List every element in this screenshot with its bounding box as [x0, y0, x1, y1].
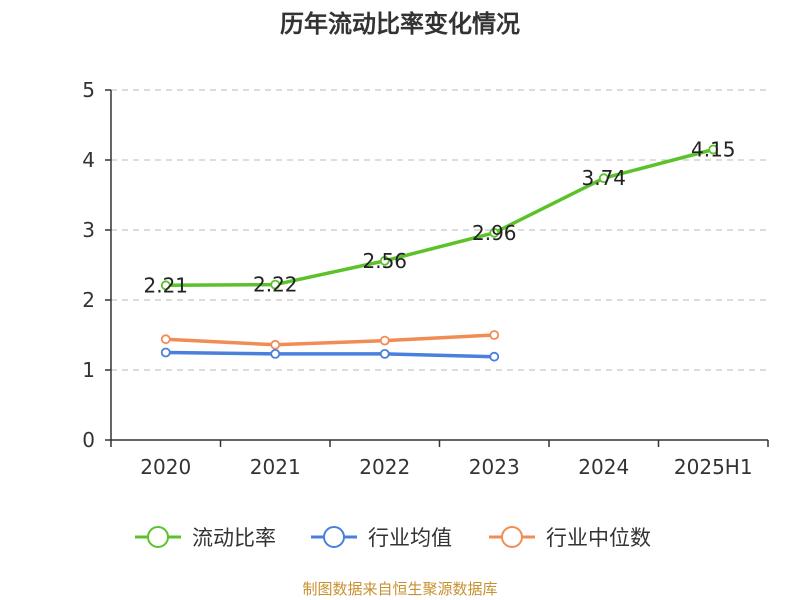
- data-label: 3.74: [581, 166, 626, 190]
- data-point: [270, 348, 281, 359]
- legend-label: 行业中位数: [546, 526, 651, 550]
- x-tick-label: 2025H1: [674, 455, 753, 479]
- y-tick-label: 4: [82, 148, 95, 172]
- legend[interactable]: 流动比率 行业均值 行业中位数: [135, 526, 651, 550]
- data-label: 2.96: [472, 221, 517, 245]
- chart-title: 历年流动比率变化情况: [280, 10, 520, 38]
- x-tick-label: 2021: [250, 455, 301, 479]
- data-point: [270, 339, 281, 350]
- x-tick-label: 2023: [469, 455, 520, 479]
- data-label: 2.21: [143, 273, 188, 297]
- legend-item-1[interactable]: 行业均值: [311, 526, 452, 550]
- x-tick-label: 2020: [140, 455, 191, 479]
- legend-item-0[interactable]: 流动比率: [135, 526, 276, 550]
- legend-label: 行业均值: [368, 526, 452, 550]
- legend-marker: [323, 526, 345, 548]
- y-tick-label: 2: [82, 288, 95, 312]
- legend-marker: [501, 526, 523, 548]
- data-point: [489, 330, 500, 340]
- data-point: [598, 173, 609, 184]
- data-label: 2.22: [253, 273, 298, 297]
- source-note: 制图数据来自恒生聚源数据库: [302, 580, 497, 598]
- data-point: [379, 335, 390, 346]
- legend-label: 流动比率: [192, 526, 276, 550]
- legend-marker: [147, 526, 169, 548]
- y-tick-label: 0: [82, 428, 95, 452]
- data-point: [160, 334, 171, 345]
- y-tick-label: 3: [82, 218, 95, 242]
- series-line-2: [164, 333, 496, 347]
- axis-layer: 0 1 2 3 4 5 2020 2021 2022 2023 2024 2025H1: [82, 78, 769, 479]
- y-tick-label: 1: [82, 358, 95, 382]
- data-point: [489, 351, 500, 362]
- legend-item-2[interactable]: 行业中位数: [489, 526, 651, 550]
- data-point: [160, 347, 171, 358]
- series-line-1: [164, 350, 496, 359]
- data-label-layer: 2.21 2.22 2.56 2.96 3.74 4.15: [143, 138, 735, 298]
- data-label: 2.56: [362, 249, 407, 273]
- data-point: [708, 144, 719, 155]
- y-tick-label: 5: [82, 78, 95, 102]
- data-point: [489, 227, 500, 238]
- x-tick-label: 2022: [359, 455, 410, 479]
- series-layer: [160, 144, 719, 362]
- grid-layer: [111, 89, 768, 371]
- data-point: [160, 280, 171, 291]
- data-label: 4.15: [691, 138, 736, 162]
- series-line-0: [164, 147, 715, 288]
- data-point: [379, 348, 390, 359]
- data-point: [379, 255, 390, 266]
- x-tick-label: 2024: [578, 455, 629, 479]
- data-point: [270, 279, 281, 290]
